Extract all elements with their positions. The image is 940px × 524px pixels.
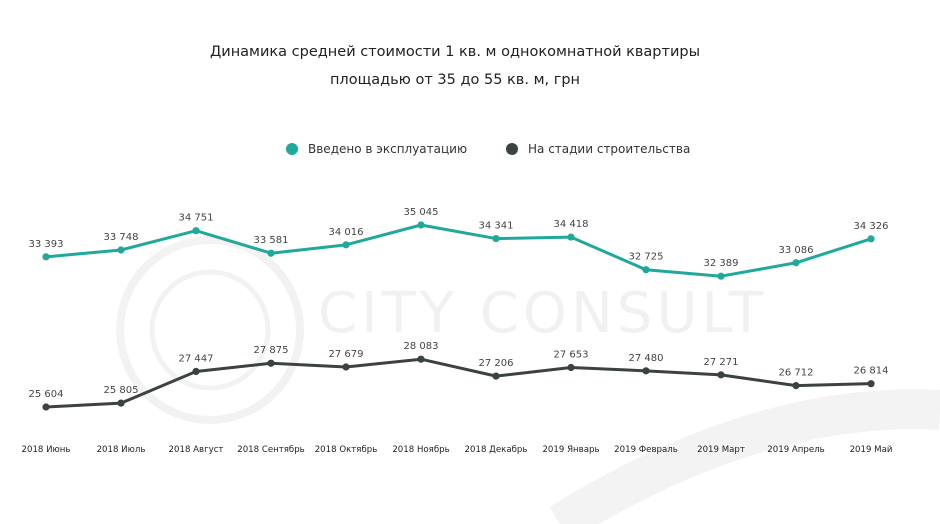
data-label-0-0: 33 393 bbox=[29, 239, 64, 250]
data-point-0-5[interactable] bbox=[417, 221, 425, 229]
x-tick-label-7: 2019 Январь bbox=[542, 445, 599, 455]
data-point-0-8[interactable] bbox=[642, 266, 650, 274]
data-label-1-9: 27 271 bbox=[704, 357, 739, 368]
data-label-0-10: 33 086 bbox=[779, 245, 814, 256]
chart-subtitle: площадью от 35 до 55 кв. м, грн bbox=[329, 72, 581, 88]
chart-title-block: Динамика средней стоимости 1 кв. м однок… bbox=[0, 38, 910, 94]
legend: Введено в эксплуатацию На стадии строите… bbox=[0, 142, 940, 162]
data-point-0-9[interactable] bbox=[717, 272, 725, 280]
x-tick-label-11: 2019 Май bbox=[850, 445, 893, 455]
data-point-1-9[interactable] bbox=[717, 371, 725, 379]
data-point-0-7[interactable] bbox=[567, 233, 575, 241]
series-line-0 bbox=[45, 223, 872, 278]
watermark-text: CITY CONSULT bbox=[318, 281, 767, 346]
data-label-1-10: 26 712 bbox=[779, 368, 814, 379]
x-tick-label-1: 2018 Июль bbox=[97, 445, 146, 455]
data-label-1-0: 25 604 bbox=[29, 389, 64, 400]
x-tick-label-5: 2018 Ноябрь bbox=[392, 445, 449, 455]
x-tick-label-9: 2019 Март bbox=[697, 445, 745, 455]
legend-marker-commissioned bbox=[286, 143, 298, 155]
data-point-1-1[interactable] bbox=[117, 399, 125, 407]
data-point-0-3[interactable] bbox=[267, 249, 275, 257]
legend-item-commissioned[interactable]: Введено в эксплуатацию bbox=[286, 142, 467, 156]
series-line-1 bbox=[45, 357, 872, 409]
data-label-0-4: 34 016 bbox=[329, 227, 364, 238]
series-1: 25 604 25 805 27 447 27 875 27 679 28 083 27 2… bbox=[29, 341, 889, 411]
series-0: 33 393 33 748 34 751 33 581 34 016 35 045 34 3… bbox=[29, 207, 889, 280]
data-label-0-9: 32 389 bbox=[704, 258, 739, 269]
watermark-logo-ring bbox=[116, 236, 304, 424]
x-tick-label-8: 2019 Февраль bbox=[614, 445, 678, 455]
legend-marker-construction bbox=[506, 143, 518, 155]
data-label-0-1: 33 748 bbox=[104, 232, 139, 243]
data-label-1-4: 27 679 bbox=[329, 349, 364, 360]
watermark: CITY CONSULT bbox=[116, 236, 940, 524]
data-point-1-4[interactable] bbox=[342, 363, 350, 371]
series-layer: 33 393 33 748 34 751 33 581 34 016 35 045 34 3… bbox=[29, 207, 889, 411]
data-point-1-8[interactable] bbox=[642, 367, 650, 375]
data-point-1-11[interactable] bbox=[867, 380, 875, 388]
x-tick-label-2: 2018 Август bbox=[169, 445, 224, 455]
data-label-0-8: 32 725 bbox=[629, 252, 664, 263]
data-label-1-3: 27 875 bbox=[254, 345, 289, 356]
data-point-0-0[interactable] bbox=[42, 253, 50, 261]
data-point-1-7[interactable] bbox=[567, 363, 575, 372]
data-label-1-2: 27 447 bbox=[179, 353, 214, 364]
chart-title: Динамика средней стоимости 1 кв. м однок… bbox=[209, 44, 701, 60]
legend-label-construction: На стадии строительства bbox=[528, 142, 691, 156]
x-tick-label-0: 2018 Июнь bbox=[22, 445, 71, 455]
data-label-0-11: 34 326 bbox=[854, 221, 889, 232]
watermark-arc bbox=[549, 389, 940, 524]
x-tick-label-6: 2018 Декабрь bbox=[465, 445, 528, 455]
data-point-1-6[interactable] bbox=[492, 372, 500, 380]
legend-label-commissioned: Введено в эксплуатацию bbox=[308, 142, 468, 156]
data-label-0-7: 34 418 bbox=[554, 219, 589, 230]
data-point-1-10[interactable] bbox=[792, 382, 800, 390]
data-point-0-1[interactable] bbox=[117, 246, 125, 254]
data-label-1-8: 27 480 bbox=[629, 353, 664, 364]
data-point-0-4[interactable] bbox=[342, 241, 350, 249]
data-point-1-3[interactable] bbox=[267, 359, 275, 367]
data-point-1-0[interactable] bbox=[42, 403, 50, 411]
data-point-1-5[interactable] bbox=[417, 355, 425, 363]
data-label-1-7: 27 653 bbox=[554, 350, 589, 361]
data-label-0-3: 33 581 bbox=[254, 235, 289, 246]
x-tick-label-4: 2018 Октябрь bbox=[315, 445, 378, 455]
x-tick-label-10: 2019 Апрель bbox=[767, 445, 824, 455]
data-label-1-11: 26 814 bbox=[854, 366, 889, 377]
data-label-1-5: 28 083 bbox=[404, 341, 439, 352]
data-label-0-6: 34 341 bbox=[479, 221, 514, 232]
data-point-0-6[interactable] bbox=[492, 234, 500, 243]
data-point-1-2[interactable] bbox=[192, 367, 200, 376]
watermark-logo-inner bbox=[149, 269, 271, 391]
legend-item-construction[interactable]: На стадии строительства bbox=[506, 142, 690, 156]
data-label-1-1: 25 805 bbox=[104, 385, 139, 396]
x-axis: 2018 Июнь 2018 Июль 2018 Август 2018 Сентяб… bbox=[22, 445, 893, 455]
data-label-0-5: 35 045 bbox=[404, 207, 439, 218]
data-point-0-2[interactable] bbox=[192, 227, 200, 235]
data-label-1-6: 27 206 bbox=[479, 358, 514, 369]
data-point-0-11[interactable] bbox=[867, 235, 875, 243]
data-point-0-10[interactable] bbox=[792, 259, 800, 267]
x-tick-label-3: 2018 Сентябрь bbox=[237, 445, 305, 455]
data-label-0-2: 34 751 bbox=[179, 213, 214, 224]
